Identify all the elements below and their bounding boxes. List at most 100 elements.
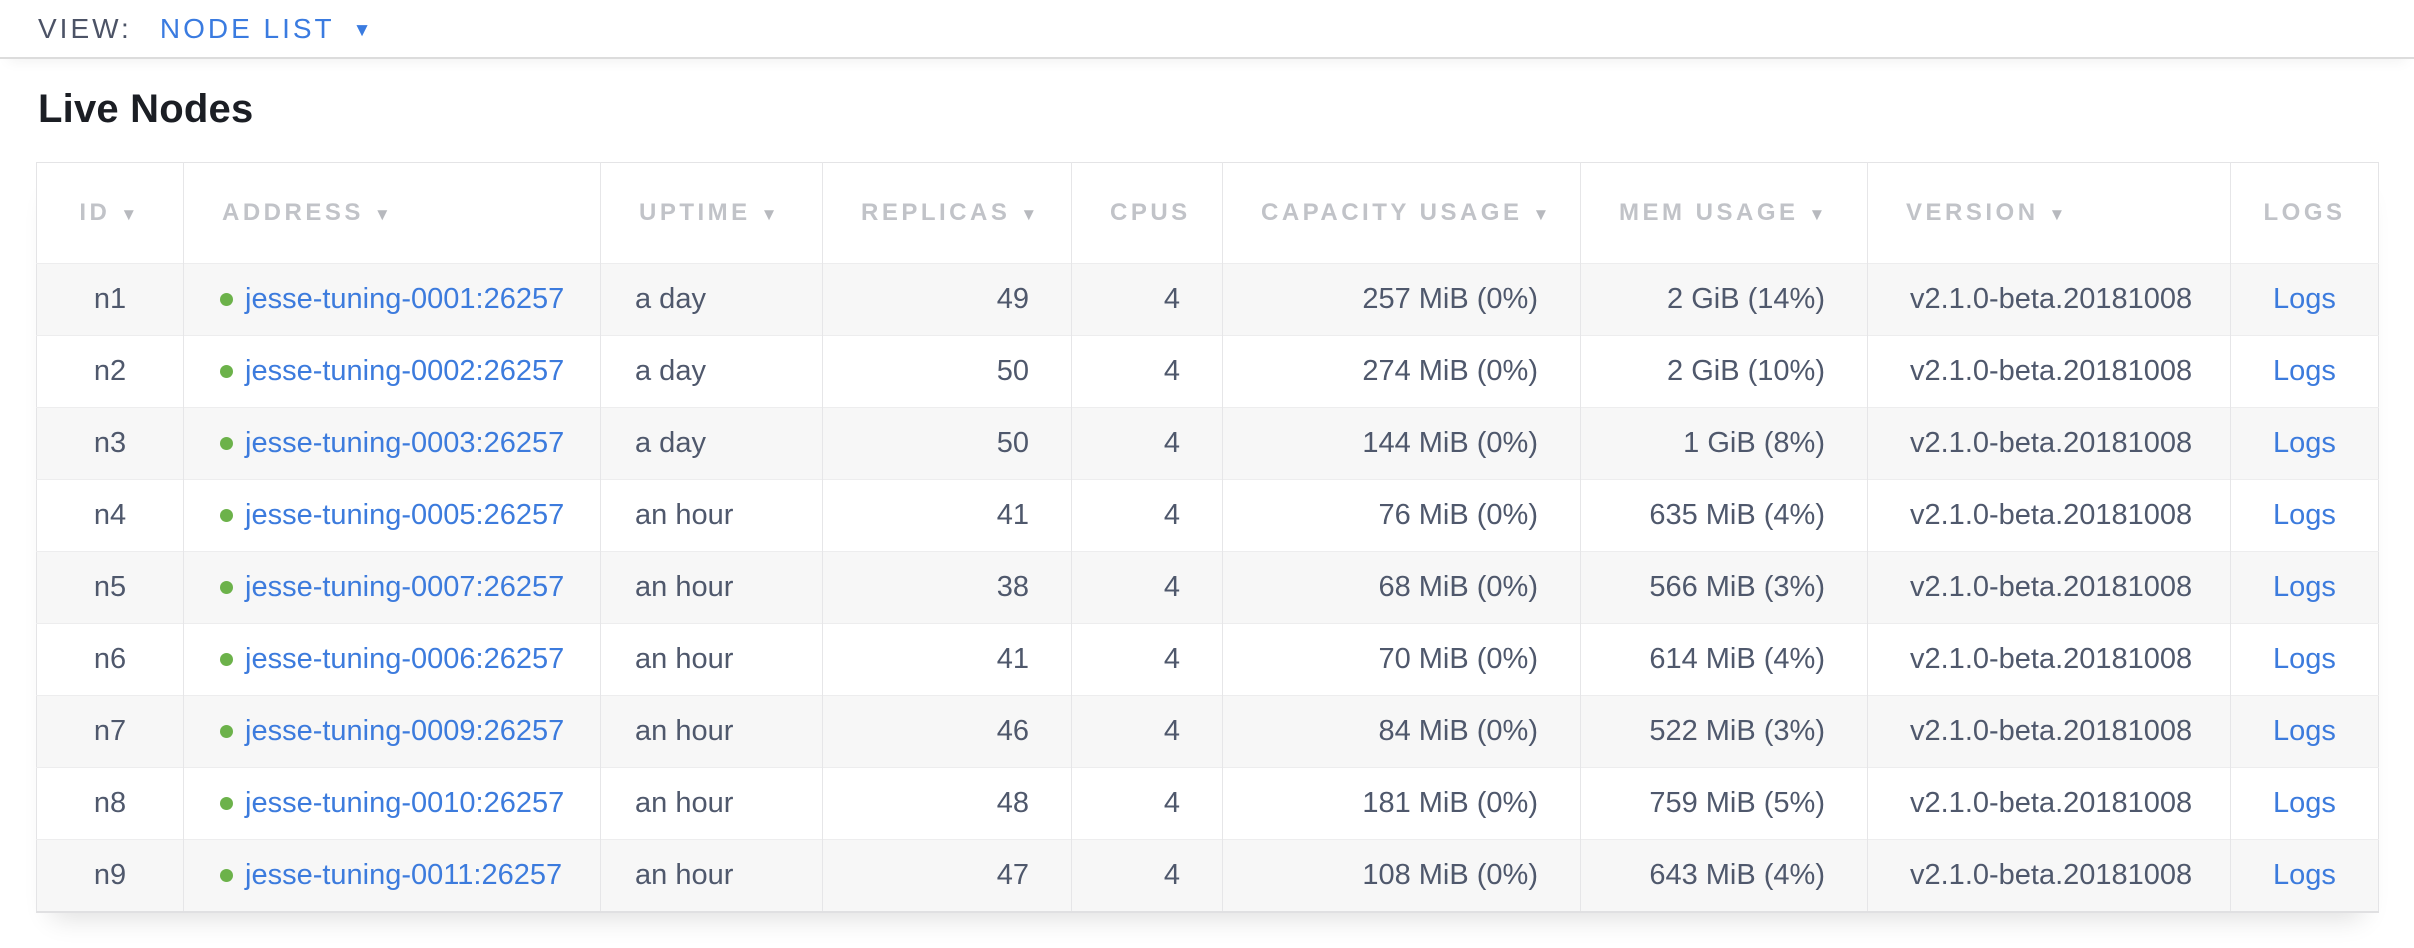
node-address-link[interactable]: jesse-tuning-0006:26257 <box>245 643 565 675</box>
capacity-usage-cell: 70 MiB (0%) <box>1222 623 1581 696</box>
table-row: n5 jesse-tuning-0007:26257 an hour 38 4 … <box>36 551 2379 624</box>
node-address-cell: jesse-tuning-0006:26257 <box>183 623 601 696</box>
node-address-cell: jesse-tuning-0003:26257 <box>183 407 601 480</box>
node-address-link[interactable]: jesse-tuning-0009:26257 <box>245 715 565 747</box>
view-selector-dropdown[interactable]: NODE LIST ▼ <box>160 13 372 45</box>
node-address-cell: jesse-tuning-0005:26257 <box>183 479 601 552</box>
version-cell: v2.1.0-beta.20181008 <box>1867 551 2231 624</box>
uptime-cell: an hour <box>600 479 823 552</box>
view-label: VIEW: <box>38 12 132 44</box>
live-nodes-table: ID ▼ ADDRESS ▼ UPTIME ▼ REPLICAS ▼ CPUS CAPA… <box>36 162 2379 913</box>
table-row: n2 jesse-tuning-0002:26257 a day 50 4 27… <box>36 335 2379 408</box>
uptime-cell: a day <box>600 335 823 408</box>
logs-cell: Logs <box>2230 767 2379 840</box>
node-alive-status-icon <box>220 725 233 738</box>
node-id-cell: n3 <box>36 407 184 480</box>
logs-link[interactable]: Logs <box>2273 427 2336 459</box>
column-label: UPTIME <box>639 199 751 226</box>
column-header-logs: LOGS <box>2230 162 2379 264</box>
node-address-cell: jesse-tuning-0002:26257 <box>183 335 601 408</box>
capacity-usage-cell: 84 MiB (0%) <box>1222 695 1581 768</box>
column-header-replicas[interactable]: REPLICAS ▼ <box>822 162 1072 264</box>
sort-desc-icon: ▼ <box>373 205 395 224</box>
logs-cell: Logs <box>2230 839 2379 912</box>
logs-cell: Logs <box>2230 551 2379 624</box>
uptime-cell: an hour <box>600 623 823 696</box>
mem-usage-cell: 1 GiB (8%) <box>1580 407 1868 480</box>
node-alive-status-icon <box>220 509 233 522</box>
table-row: n1 jesse-tuning-0001:26257 a day 49 4 25… <box>36 263 2379 336</box>
cpus-cell: 4 <box>1071 479 1223 552</box>
uptime-cell: an hour <box>600 767 823 840</box>
logs-link[interactable]: Logs <box>2273 715 2336 747</box>
node-address-link[interactable]: jesse-tuning-0003:26257 <box>245 427 565 459</box>
column-header-mem-usage[interactable]: MEM USAGE ▼ <box>1580 162 1868 264</box>
node-alive-status-icon <box>220 365 233 378</box>
cpus-cell: 4 <box>1071 335 1223 408</box>
node-address-link[interactable]: jesse-tuning-0002:26257 <box>245 355 565 387</box>
node-id-cell: n4 <box>36 479 184 552</box>
node-address-link[interactable]: jesse-tuning-0005:26257 <box>245 499 565 531</box>
logs-link[interactable]: Logs <box>2273 499 2336 531</box>
version-cell: v2.1.0-beta.20181008 <box>1867 479 2231 552</box>
table-row: n7 jesse-tuning-0009:26257 an hour 46 4 … <box>36 695 2379 768</box>
mem-usage-cell: 614 MiB (4%) <box>1580 623 1868 696</box>
cpus-cell: 4 <box>1071 623 1223 696</box>
column-label: CPUS <box>1110 199 1191 226</box>
capacity-usage-cell: 257 MiB (0%) <box>1222 263 1581 336</box>
node-address-cell: jesse-tuning-0011:26257 <box>183 839 601 912</box>
uptime-cell: an hour <box>600 839 823 912</box>
column-header-version[interactable]: VERSION ▼ <box>1867 162 2231 264</box>
node-alive-status-icon <box>220 868 233 882</box>
version-cell: v2.1.0-beta.20181008 <box>1867 767 2231 840</box>
replicas-cell: 47 <box>822 839 1072 912</box>
view-selected-value: NODE LIST <box>159 12 335 44</box>
table-row: n6 jesse-tuning-0006:26257 an hour 41 4 … <box>36 623 2379 696</box>
node-id-cell: n7 <box>36 695 184 768</box>
replicas-cell: 41 <box>822 479 1072 552</box>
column-header-uptime[interactable]: UPTIME ▼ <box>600 162 823 264</box>
node-address-link[interactable]: jesse-tuning-0010:26257 <box>245 787 565 819</box>
column-label: REPLICAS <box>861 199 1011 226</box>
node-alive-status-icon <box>220 437 233 450</box>
logs-link[interactable]: Logs <box>2273 787 2336 819</box>
replicas-cell: 38 <box>822 551 1072 624</box>
logs-cell: Logs <box>2230 407 2379 480</box>
logs-cell: Logs <box>2230 695 2379 768</box>
capacity-usage-cell: 144 MiB (0%) <box>1222 407 1581 480</box>
uptime-cell: a day <box>600 407 823 480</box>
logs-cell: Logs <box>2230 263 2379 336</box>
logs-link[interactable]: Logs <box>2273 643 2336 675</box>
chevron-down-icon: ▼ <box>352 19 372 41</box>
live-nodes-table-container: ID ▼ ADDRESS ▼ UPTIME ▼ REPLICAS ▼ CPUS CAPA… <box>36 162 2379 913</box>
node-alive-status-icon <box>220 581 233 594</box>
replicas-cell: 50 <box>822 335 1072 408</box>
node-address-cell: jesse-tuning-0001:26257 <box>183 263 601 336</box>
capacity-usage-cell: 274 MiB (0%) <box>1222 335 1581 408</box>
column-label: MEM USAGE <box>1619 199 1799 226</box>
column-label: ID <box>79 199 111 226</box>
column-label: LOGS <box>2263 199 2346 226</box>
sort-desc-icon: ▼ <box>760 205 781 224</box>
version-cell: v2.1.0-beta.20181008 <box>1867 335 2231 408</box>
logs-link[interactable]: Logs <box>2273 355 2336 387</box>
logs-link[interactable]: Logs <box>2273 571 2336 603</box>
column-label: CAPACITY USAGE <box>1261 199 1523 226</box>
logs-link[interactable]: Logs <box>2273 858 2336 891</box>
column-header-address[interactable]: ADDRESS ▼ <box>183 162 601 264</box>
logs-link[interactable]: Logs <box>2273 283 2336 315</box>
sort-desc-icon: ▼ <box>120 205 141 224</box>
sort-desc-icon: ▼ <box>2048 205 2069 224</box>
view-bar: VIEW: NODE LIST ▼ <box>0 0 2414 59</box>
cpus-cell: 4 <box>1071 839 1223 912</box>
node-address-link[interactable]: jesse-tuning-0011:26257 <box>245 858 563 891</box>
cpus-cell: 4 <box>1071 695 1223 768</box>
column-header-capacity-usage[interactable]: CAPACITY USAGE ▼ <box>1222 162 1581 264</box>
node-address-link[interactable]: jesse-tuning-0007:26257 <box>245 571 565 603</box>
column-header-id[interactable]: ID ▼ <box>36 162 184 264</box>
node-address-link[interactable]: jesse-tuning-0001:26257 <box>245 283 565 315</box>
table-row: n4 jesse-tuning-0005:26257 an hour 41 4 … <box>36 479 2379 552</box>
uptime-cell: an hour <box>600 551 823 624</box>
node-address-cell: jesse-tuning-0009:26257 <box>183 695 601 768</box>
column-label: ADDRESS <box>222 199 364 226</box>
